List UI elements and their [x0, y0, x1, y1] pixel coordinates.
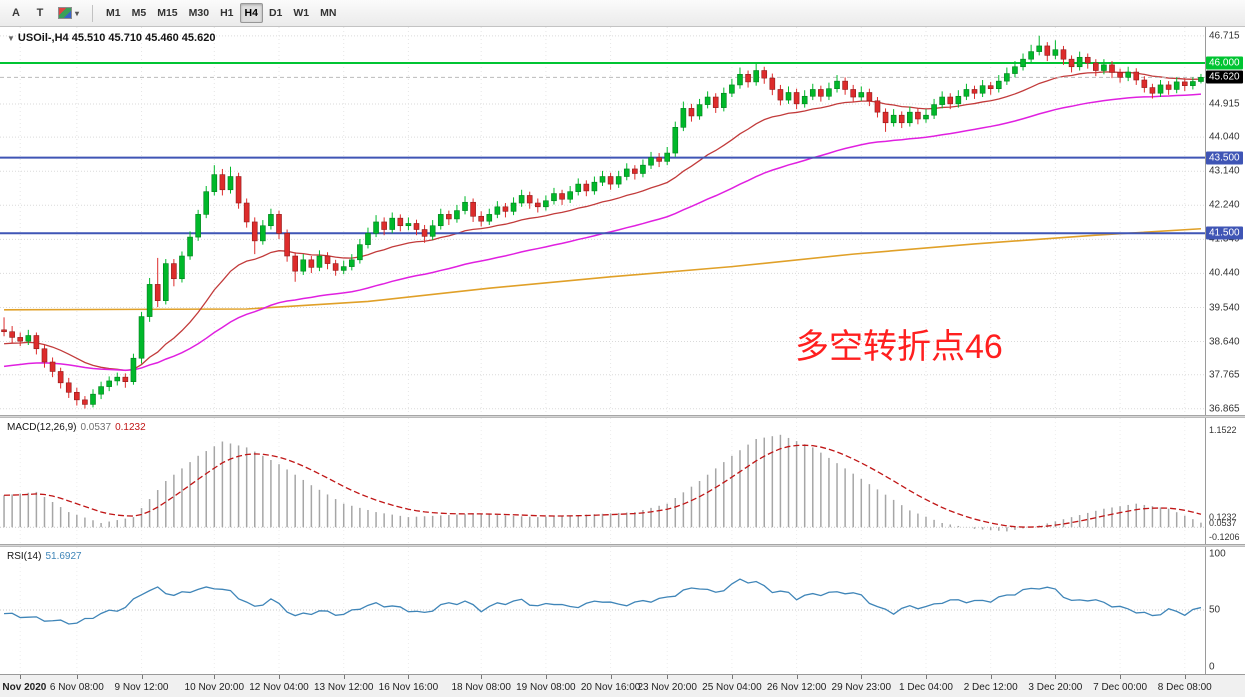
time-axis-tick — [408, 675, 410, 679]
time-axis-label: 8 Dec 08:00 — [1157, 682, 1212, 693]
macd-main-value: 0.0537 — [80, 422, 112, 433]
time-axis-label: 12 Nov 04:00 — [249, 682, 309, 693]
symbol-ohlc-text: USOil-,H4 45.510 45.710 45.460 45.620 — [17, 32, 216, 44]
rsi-value: 51.6927 — [45, 551, 82, 562]
time-axis-label: 3 Dec 20:00 — [1028, 682, 1083, 693]
time-axis-label: 19 Nov 08:00 — [516, 682, 576, 693]
rsi-panel[interactable]: RSI(14) 51.6927 100 50 0 — [0, 547, 1245, 674]
time-axis-label: 26 Nov 12:00 — [766, 682, 827, 693]
macd-signal-value: 0.1232 — [115, 422, 146, 433]
rsi-label: RSI(14) 51.6927 — [7, 551, 82, 562]
time-axis-tick — [1184, 675, 1186, 679]
symbol-ohlc-line: ▼ USOil-,H4 45.510 45.710 45.460 45.620 — [7, 32, 215, 44]
macd-panel[interactable]: MACD(12,26,9) 0.0537 0.1232 1.1522 0.1232 0.… — [0, 418, 1245, 544]
main-chart-panel[interactable]: ▼ USOil-,H4 45.510 45.710 45.460 45.620 多… — [0, 27, 1245, 415]
time-axis-tick — [861, 675, 863, 679]
time-axis-tick — [20, 675, 22, 679]
macd-name: MACD(12,26,9) — [7, 422, 77, 433]
time-axis-tick — [141, 675, 143, 679]
time-axis-tick — [76, 675, 78, 679]
macd-chart[interactable] — [0, 418, 1245, 544]
toolbar-button-a[interactable]: A — [5, 3, 27, 23]
timeframe-button-group: M1 M5 M15 M30 H1 H4 D1 W1 MN — [101, 3, 341, 23]
time-axis-tick — [1120, 675, 1122, 679]
panel-divider[interactable] — [0, 415, 1245, 418]
macd-label: MACD(12,26,9) 0.0537 0.1232 — [7, 422, 146, 433]
time-axis-label: 29 Nov 23:00 — [831, 682, 892, 693]
time-axis-label: 23 Nov 20:00 — [637, 682, 697, 693]
time-axis-label: 25 Nov 04:00 — [702, 682, 762, 693]
timeframe-button-mn[interactable]: MN — [315, 3, 341, 23]
rsi-chart[interactable] — [0, 547, 1245, 674]
time-axis-tick — [990, 675, 992, 679]
toolbar-button-t[interactable]: T — [29, 3, 51, 23]
time-axis-label: 6 Nov 08:00 — [49, 682, 104, 693]
rsi-name: RSI(14) — [7, 551, 42, 562]
time-axis-label: 10 Nov 20:00 — [184, 682, 245, 693]
time-axis-tick — [214, 675, 216, 679]
time-axis-label: 2 Dec 12:00 — [963, 682, 1018, 693]
chevron-down-icon: ▾ — [75, 8, 80, 18]
time-axis-tick — [343, 675, 345, 679]
timeframe-button-h4[interactable]: H4 — [239, 3, 263, 23]
time-axis-tick — [667, 675, 669, 679]
timeframe-button-d1[interactable]: D1 — [264, 3, 287, 23]
time-axis-label: 7 Dec 00:00 — [1093, 682, 1148, 693]
time-axis-tick — [610, 675, 612, 679]
time-axis-label: 18 Nov 08:00 — [451, 682, 511, 693]
time-axis-tick — [1055, 675, 1057, 679]
time-axis-tick — [731, 675, 733, 679]
time-axis-tick — [796, 675, 798, 679]
timeframe-button-w1[interactable]: W1 — [288, 3, 314, 23]
crayon-icon — [58, 7, 72, 19]
timeframe-button-m15[interactable]: M15 — [152, 3, 182, 23]
panel-divider[interactable] — [0, 544, 1245, 547]
time-axis-tick — [545, 675, 547, 679]
time-axis-tick — [279, 675, 280, 679]
candlestick-chart[interactable] — [0, 27, 1245, 415]
timeframe-button-m1[interactable]: M1 — [101, 3, 126, 23]
toolbar-separator — [92, 4, 94, 22]
time-axis-label: 16 Nov 16:00 — [378, 682, 439, 693]
timeframe-button-h1[interactable]: H1 — [215, 3, 238, 23]
time-axis-tick — [481, 675, 483, 679]
time-axis-tick — [925, 675, 927, 679]
time-axis-label: 1 Dec 04:00 — [899, 682, 953, 693]
collapse-arrow-icon[interactable]: ▼ — [7, 34, 15, 43]
time-axis-label: 13 Nov 12:00 — [313, 682, 374, 693]
timeframe-button-m30[interactable]: M30 — [184, 3, 214, 23]
time-axis-label: 5 Nov 2020 — [0, 682, 47, 693]
time-axis-label: 20 Nov 16:00 — [580, 682, 641, 693]
chart-annotation[interactable]: 多空转折点46 — [795, 328, 1003, 366]
drawing-tools-button[interactable]: ▾ — [53, 3, 84, 23]
toolbar: A T ▾ M1 M5 M15 M30 H1 H4 D1 W1 MN — [0, 0, 1245, 27]
time-axis-label: 9 Nov 12:00 — [114, 682, 169, 693]
timeframe-button-m5[interactable]: M5 — [127, 3, 152, 23]
